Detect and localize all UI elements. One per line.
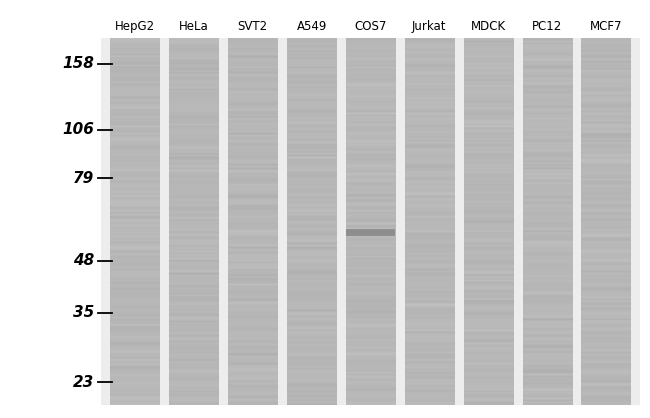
Text: MDCK: MDCK: [471, 20, 506, 33]
Text: 35: 35: [73, 306, 94, 321]
Text: 48: 48: [73, 253, 94, 268]
Text: HeLa: HeLa: [179, 20, 209, 33]
Text: HepG2: HepG2: [115, 20, 155, 33]
Bar: [346, 229, 395, 236]
Text: MCF7: MCF7: [590, 20, 622, 33]
Text: A549: A549: [296, 20, 327, 33]
Text: 106: 106: [62, 122, 94, 137]
Text: 79: 79: [73, 171, 94, 186]
Text: COS7: COS7: [354, 20, 387, 33]
Text: PC12: PC12: [532, 20, 562, 33]
Text: SVT2: SVT2: [238, 20, 268, 33]
Text: 158: 158: [62, 56, 94, 71]
Text: 23: 23: [73, 375, 94, 390]
Text: Jurkat: Jurkat: [412, 20, 447, 33]
